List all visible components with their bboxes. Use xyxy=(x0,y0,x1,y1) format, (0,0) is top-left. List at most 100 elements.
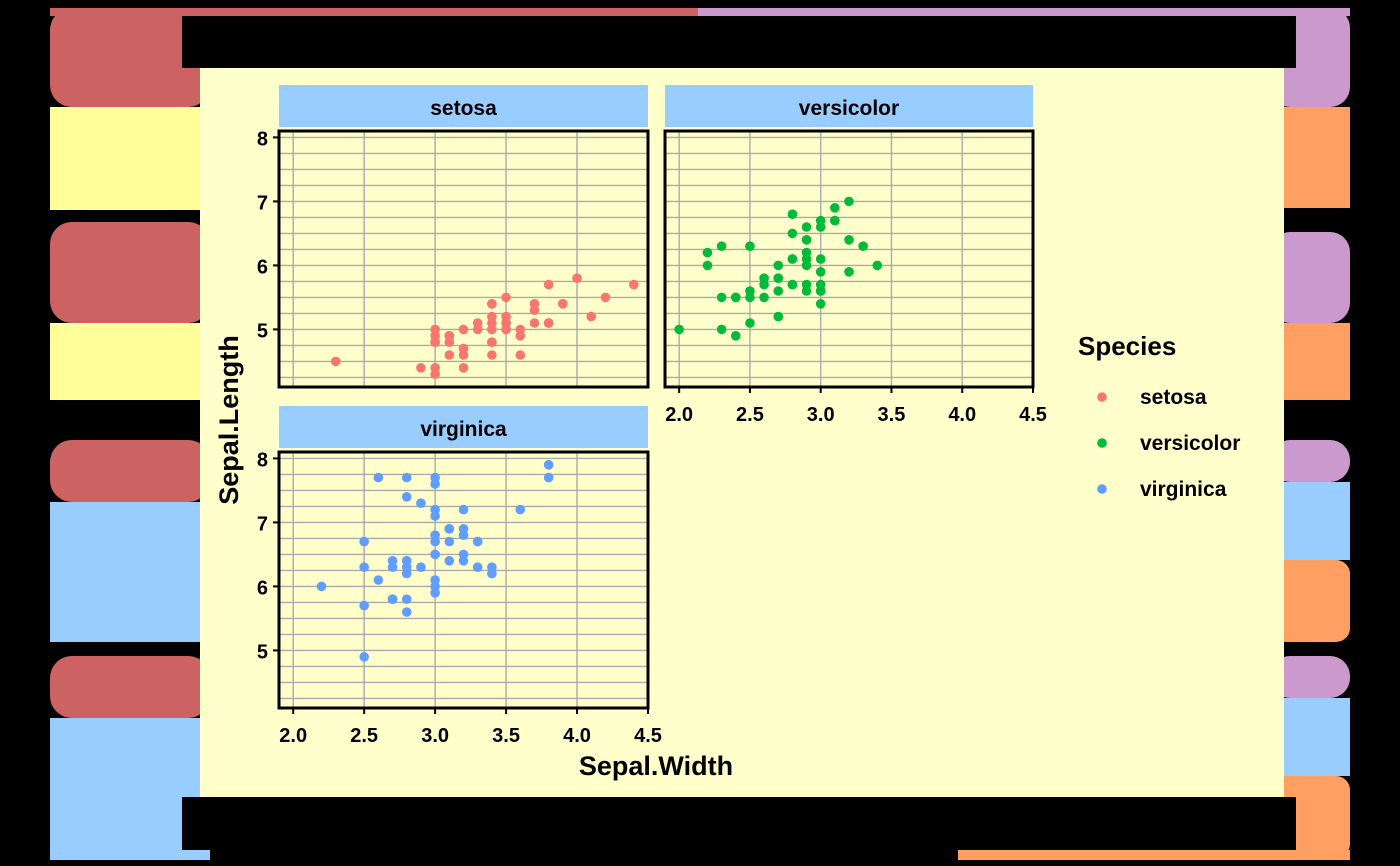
point-setosa xyxy=(430,324,440,335)
decor-top-band xyxy=(182,16,1296,68)
point-virginica xyxy=(430,472,440,483)
strip-virginica xyxy=(279,406,648,448)
decor-left-top-1 xyxy=(50,222,210,323)
point-setosa xyxy=(487,350,497,360)
point-versicolor xyxy=(745,318,755,328)
x-tick-label: 3.0 xyxy=(421,725,449,747)
point-setosa xyxy=(572,273,582,284)
x-tick-label: 4.0 xyxy=(563,725,591,747)
point-setosa xyxy=(444,331,455,341)
strip-versicolor xyxy=(665,85,1033,127)
point-versicolor xyxy=(745,292,755,303)
y-tick-label: 6 xyxy=(257,577,268,599)
point-virginica xyxy=(487,568,497,579)
point-versicolor xyxy=(730,292,741,303)
point-versicolor xyxy=(787,279,798,290)
legend-key-setosa xyxy=(1097,392,1107,402)
point-versicolor xyxy=(801,260,812,271)
strip-label-versicolor: versicolor xyxy=(799,97,899,120)
point-virginica xyxy=(416,498,426,509)
decor-left-bottom-2 xyxy=(50,502,210,642)
point-versicolor xyxy=(858,241,868,251)
decor-left-bottom-0 xyxy=(50,107,210,210)
decor-top-bar-right xyxy=(698,8,1350,16)
decor-right-top-1 xyxy=(1270,232,1350,323)
point-setosa xyxy=(629,279,639,290)
point-virginica xyxy=(430,549,440,560)
point-virginica xyxy=(430,588,440,598)
x-tick-label: 3.0 xyxy=(807,404,835,426)
x-tick-label: 2.5 xyxy=(350,725,378,747)
point-versicolor xyxy=(759,292,769,303)
facet-virginica: virginica 5 6 7 8 2.0 2.5 3.0 3.5 4.0 4.5 xyxy=(257,406,662,747)
y-tick-label: 8 xyxy=(257,128,268,150)
point-virginica xyxy=(359,562,369,572)
point-versicolor xyxy=(759,273,769,284)
point-versicolor xyxy=(730,331,741,341)
y-tick-label: 5 xyxy=(257,641,268,663)
x-tick-label: 2.0 xyxy=(279,725,307,747)
point-versicolor xyxy=(801,279,812,290)
point-versicolor xyxy=(801,235,812,245)
point-setosa xyxy=(543,279,554,290)
y-tick-label: 7 xyxy=(257,192,268,214)
y-tick-label: 8 xyxy=(257,449,268,471)
point-versicolor xyxy=(702,260,713,271)
point-versicolor xyxy=(872,260,883,271)
point-virginica xyxy=(430,536,440,547)
point-virginica xyxy=(444,556,455,566)
point-versicolor xyxy=(815,267,826,277)
point-versicolor xyxy=(844,267,854,277)
point-virginica xyxy=(359,600,369,611)
point-virginica xyxy=(401,562,412,572)
legend-label-setosa: setosa xyxy=(1140,386,1207,409)
point-virginica xyxy=(458,556,469,566)
point-virginica xyxy=(444,524,455,534)
point-setosa xyxy=(515,350,526,360)
point-setosa xyxy=(558,299,568,309)
point-setosa xyxy=(586,311,597,322)
point-versicolor xyxy=(787,254,798,264)
panel-border-versicolor xyxy=(663,129,1035,389)
y-tick-label: 6 xyxy=(257,256,268,278)
x-tick-label: 4.5 xyxy=(1019,404,1047,426)
panel-border-setosa xyxy=(277,129,650,389)
panel-bg-versicolor xyxy=(665,131,1033,387)
point-virginica xyxy=(401,472,412,483)
point-setosa xyxy=(444,350,455,360)
point-setosa xyxy=(487,299,497,309)
background-decoration xyxy=(50,8,1350,860)
strip-setosa xyxy=(279,85,648,127)
facet-versicolor: versicolor 2.0 2.5 3.0 3.5 4.0 4.5 xyxy=(663,85,1047,426)
point-versicolor xyxy=(815,299,826,309)
point-virginica xyxy=(373,575,384,585)
point-setosa xyxy=(458,350,469,360)
point-versicolor xyxy=(815,279,826,290)
x-tick-label: 3.5 xyxy=(492,725,520,747)
point-virginica xyxy=(316,581,327,592)
decor-top-bar-left xyxy=(50,8,698,16)
panel-border-virginica xyxy=(277,450,650,710)
y-tick-label: 7 xyxy=(257,513,268,535)
y-tick-label: 5 xyxy=(257,320,268,342)
panel-bg-virginica xyxy=(279,452,648,708)
legend-label-versicolor: versicolor xyxy=(1140,432,1240,455)
strip-label-setosa: setosa xyxy=(430,97,497,120)
x-tick-label: 4.5 xyxy=(634,725,662,747)
point-setosa xyxy=(487,337,497,348)
point-versicolor xyxy=(716,292,727,303)
point-setosa xyxy=(330,356,341,367)
point-versicolor xyxy=(844,196,854,207)
point-versicolor xyxy=(801,247,812,258)
point-setosa xyxy=(501,324,511,335)
decor-right-extra-0 xyxy=(1270,560,1350,642)
point-virginica xyxy=(472,536,483,547)
point-versicolor xyxy=(787,209,798,219)
x-tick-label: 4.0 xyxy=(948,404,976,426)
legend-title: Species xyxy=(1078,331,1176,361)
point-versicolor xyxy=(773,286,784,296)
point-virginica xyxy=(401,594,412,604)
point-setosa xyxy=(472,324,483,335)
point-versicolor xyxy=(830,203,840,213)
